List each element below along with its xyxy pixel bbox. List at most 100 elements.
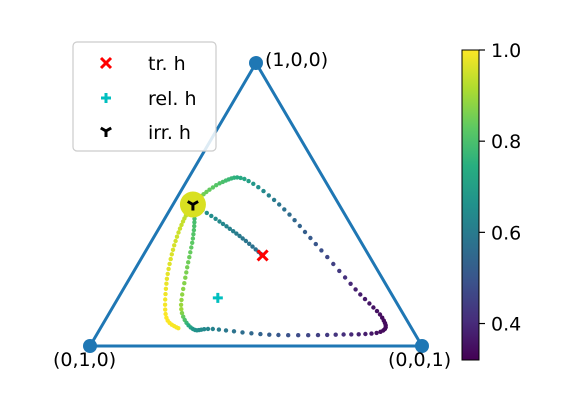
trajectory-point (217, 219, 222, 224)
trajectory-point (231, 229, 236, 234)
trajectory-point (204, 210, 209, 216)
trajectory-point (374, 330, 379, 336)
colorbar-gradient (461, 49, 480, 361)
trajectory-point (190, 236, 196, 241)
trajectory-point (163, 307, 168, 312)
trajectory-point (358, 292, 363, 297)
trajectory-point (341, 332, 346, 337)
simplex-triangle (88, 61, 424, 348)
trajectory-point (183, 275, 188, 280)
trajectory-point (363, 331, 368, 337)
vertex-label-001: (0,0,1) (388, 349, 451, 371)
vertex-marker-001 (415, 339, 429, 353)
trajectory-point (214, 183, 219, 188)
trajectory-point (205, 326, 211, 332)
trajectory-point (177, 226, 183, 231)
colorbar: 0.4 0.6 0.8 1.0 (461, 40, 521, 361)
trajectory-point (164, 281, 169, 286)
trajectory-point (302, 229, 308, 235)
trajectory-point (240, 236, 245, 241)
trajectory-point (250, 244, 255, 249)
trajectory-point (319, 248, 324, 253)
trajectory-point (246, 178, 251, 184)
trajectory-point (180, 292, 185, 297)
trajectory-point (210, 185, 216, 190)
trajectory-point (163, 297, 168, 302)
legend-label-rel: rel. h (148, 88, 196, 110)
tr-h-marker (256, 249, 269, 262)
trajectory-point (267, 332, 272, 337)
trajectory-point (282, 207, 287, 212)
trajectory-point (164, 276, 170, 281)
trajectory-point (271, 197, 277, 203)
trajectory-point (186, 260, 191, 265)
trajectory-point (371, 305, 376, 310)
trajectory-point (325, 254, 330, 260)
trajectory-point (182, 281, 187, 286)
trajectory-point (185, 265, 190, 270)
trajectory-point (187, 255, 192, 260)
trajectory-point (374, 308, 380, 314)
trajectory-point (356, 332, 361, 337)
vertex-marker-100 (249, 56, 263, 70)
trajectory-point (253, 247, 258, 252)
legend-label-irr: irr. h (148, 122, 191, 144)
trajectory-point (192, 220, 197, 225)
trajectory-point (207, 187, 212, 192)
trajectory-point (292, 218, 297, 223)
trajectory-point (286, 333, 291, 338)
trajectory-point (296, 333, 301, 338)
trajectory-point (209, 213, 214, 219)
trajectory-point (331, 261, 336, 267)
trajectory-point (337, 268, 342, 274)
trajectory-point (213, 216, 218, 221)
trajectory-point (325, 332, 330, 338)
trajectory-point (172, 243, 177, 248)
trajectory-point (163, 311, 168, 317)
trajectory-point (181, 286, 186, 292)
trajectory-point (223, 328, 229, 333)
colorbar-tick-label: 0.8 (491, 131, 521, 153)
trajectory-point (173, 238, 178, 244)
trajectory-point (192, 216, 197, 221)
trajectory-point (192, 223, 197, 229)
trajectory-point (178, 302, 184, 307)
trajectory-point (191, 227, 197, 233)
trajectory-point (261, 188, 266, 194)
trajectory-point (231, 329, 237, 334)
trajectory-point (308, 235, 313, 241)
trajectory-point (163, 286, 169, 291)
vertex-label-010: (0,1,0) (53, 349, 116, 371)
trajectory-point (377, 312, 383, 317)
rel-h-marker (212, 292, 223, 303)
trajectory-point (179, 307, 184, 312)
trajectory-point (216, 327, 222, 332)
colorbar-tick-label: 0.4 (491, 314, 521, 336)
colorbar-tick-label: 0.6 (491, 222, 521, 244)
trajectory-point (243, 238, 249, 244)
trajectory-point (362, 296, 368, 302)
trajectory-point (227, 226, 232, 231)
trajectory-point (234, 231, 239, 236)
trajectory-point (180, 219, 186, 224)
trajectory-point (380, 315, 385, 320)
trajectory-point (348, 281, 353, 286)
trajectory-point (258, 331, 263, 337)
colorbar-ticks: 0.4 0.6 0.8 1.0 (479, 40, 521, 336)
trajectory-point (353, 287, 358, 292)
legend-box (72, 41, 217, 152)
trajectory-point (168, 256, 173, 262)
trajectory-point (306, 333, 311, 338)
vertex-marker-010 (83, 339, 97, 353)
trajectory-point (251, 181, 256, 186)
trajectory-point (184, 270, 189, 275)
trajectory-point (224, 224, 229, 229)
trajectory-point (237, 233, 242, 239)
trajectory-point (162, 302, 168, 307)
trajectory-point (191, 232, 196, 237)
trajectory-point (217, 181, 222, 186)
trajectory-point (167, 261, 172, 267)
trajectory-point (249, 331, 254, 336)
trajectory-point (165, 271, 170, 277)
trajectory-point (369, 331, 374, 336)
